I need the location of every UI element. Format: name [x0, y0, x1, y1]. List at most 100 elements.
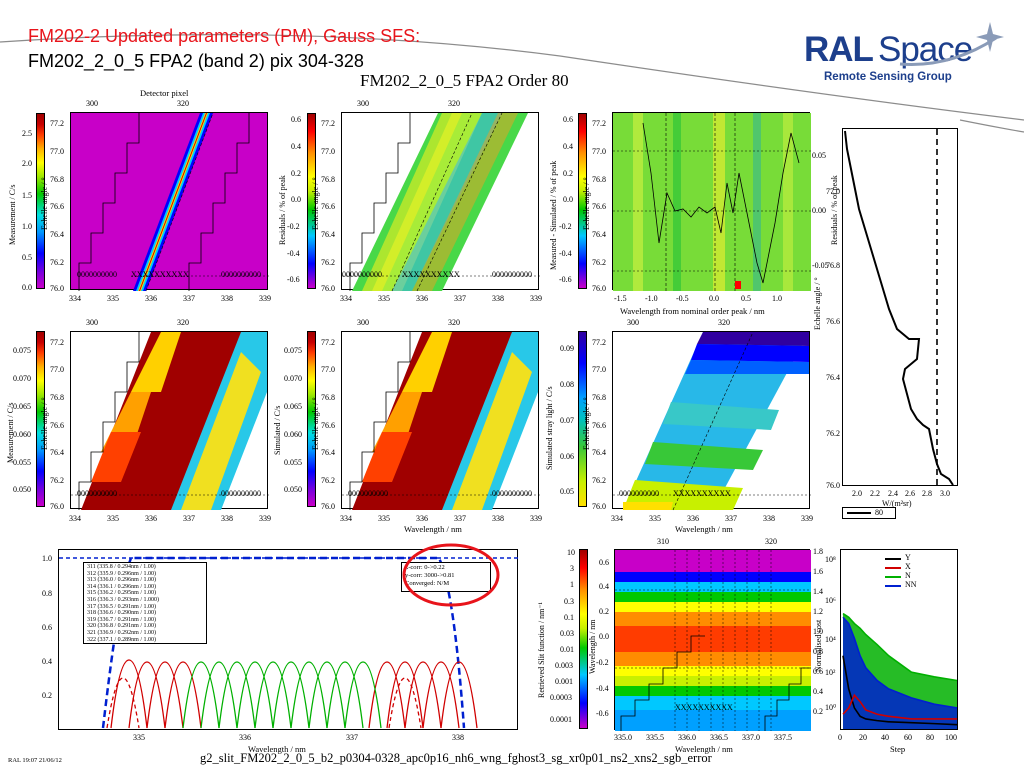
xlabel-w: W/(m²sr): [882, 499, 912, 508]
title-red: FM202-2 Updated parameters (PM), Gauss S…: [28, 26, 421, 46]
tick: 77.0: [592, 147, 606, 156]
logo-subtitle: Remote Sensing Group: [824, 71, 952, 83]
tick: 336: [145, 514, 157, 523]
xlabel-nominal: Wavelength from nominal order peak / nm: [620, 306, 765, 316]
tick: 10⁶: [825, 596, 836, 605]
tick: 77.0: [826, 187, 840, 196]
tick: 338: [452, 733, 464, 742]
tick: 339: [530, 514, 542, 523]
tick: 334: [340, 514, 352, 523]
legend-label-nn: NN: [905, 580, 917, 589]
slit-legend: 311 (335.8 / 0.294nm / 1.00) 312 (335.9 …: [83, 562, 207, 644]
ones-a2: 0000000000: [221, 270, 261, 279]
colorbar-simulated: [307, 331, 316, 507]
tick: 0.4: [813, 687, 823, 696]
ones-f1: 0000000000: [619, 489, 659, 498]
tick: 0.0: [599, 632, 609, 641]
tick: 338: [492, 514, 504, 523]
tick: 0.1: [564, 613, 574, 622]
tick: -0.2: [287, 222, 300, 231]
xlabel-wavelength-slit: Wavelength / nm: [248, 744, 306, 754]
tick: -0.6: [596, 709, 609, 718]
tick: 0.070: [284, 374, 302, 383]
tick: 76.8: [321, 393, 335, 402]
tick: 0.065: [284, 402, 302, 411]
ral-space-logo: RAL Space Remote Sensing Group: [800, 18, 1010, 83]
xlabel-wavelength-f: Wavelength / nm: [675, 524, 733, 534]
tick: 76.6: [592, 202, 606, 211]
tick: 80: [926, 733, 934, 742]
tick: 76.0: [321, 284, 335, 293]
xlabel-wavelength-retr: Wavelength / nm: [675, 744, 733, 754]
tick: 0.2: [599, 607, 609, 616]
slit-green-curves: [182, 661, 382, 729]
ones-b2: 0000000000: [492, 270, 532, 279]
panel-meas-minus-sim: [612, 112, 811, 291]
tick: 1.0: [772, 294, 782, 303]
tick: 335: [107, 514, 119, 523]
corr-line-0: x-corr: 0->0.22: [405, 564, 445, 571]
tick: 76.8: [50, 175, 64, 184]
colorbar-retrieved: [579, 549, 588, 729]
tick: 0.5: [22, 253, 32, 262]
tick: 339: [801, 514, 813, 523]
tick: 77.2: [321, 119, 335, 128]
tick: 76.0: [826, 481, 840, 490]
tick: 60: [904, 733, 912, 742]
tick: 3.0: [940, 489, 950, 498]
tick: 76.6: [50, 202, 64, 211]
tick: 76.4: [321, 448, 335, 457]
tick: 0.055: [13, 458, 31, 467]
slit-legend-8: 319 (336.7 / 0.291nm / 1.00): [87, 616, 156, 623]
tick: 76.8: [592, 175, 606, 184]
colorbar-stray: [578, 331, 587, 507]
tick: 76.2: [592, 258, 606, 267]
tick: -1.5: [614, 294, 627, 303]
cost-legend-x: X: [885, 563, 951, 572]
tick: 10⁴: [825, 635, 836, 644]
ones-b1: 0000000000: [342, 270, 382, 279]
header-swoosh: [0, 33, 1024, 133]
tick: 76.0: [592, 502, 606, 511]
legend-line-nn: [885, 585, 901, 587]
panel-retrieved: XXXXXXXXXX: [614, 549, 811, 731]
xlabel-wavelength-e: Wavelength / nm: [404, 524, 462, 534]
footer-filename: g2_slit_FM202_2_0_5_b2_p0304-0328_apc0p1…: [200, 751, 712, 765]
tick: 100: [945, 733, 957, 742]
tick: 338: [221, 294, 233, 303]
simulated-heatmap: [342, 332, 540, 510]
px-tick-a320: 320: [177, 99, 189, 108]
slit-legend-6: 317 (336.5 / 0.291nm / 1.00): [87, 603, 156, 610]
tick: 1.2: [813, 607, 823, 616]
slit-legend-0: 311 (335.8 / 0.294nm / 1.00): [87, 564, 156, 570]
corr-line-2: Converged: N/M: [405, 580, 450, 587]
tick: 76.4: [321, 230, 335, 239]
measurement-zoom-heatmap: [71, 332, 269, 510]
tick: 77.0: [592, 365, 606, 374]
px-tick-d320: 320: [177, 318, 189, 327]
tick: 76.4: [592, 230, 606, 239]
tick: 336.5: [710, 733, 728, 742]
tick: -0.05: [812, 261, 829, 270]
slit-legend-2: 313 (336.0 / 0.296nm / 1.00): [87, 577, 156, 584]
tick: 0.075: [13, 346, 31, 355]
panel-slit-functions: 311 (335.8 / 0.294nm / 1.00) 312 (335.9 …: [58, 549, 519, 730]
tick: 2.0: [852, 489, 862, 498]
tick: -0.6: [287, 275, 300, 284]
tick: 1.6: [813, 567, 823, 576]
tick: 0.05: [812, 151, 826, 160]
tick: 76.6: [592, 421, 606, 430]
tick: 339: [259, 514, 271, 523]
legend-line-n: [885, 576, 901, 578]
tick: 337: [346, 733, 358, 742]
cost-series-y: [842, 655, 958, 726]
tick: 76.0: [50, 284, 64, 293]
tick: 76.8: [50, 393, 64, 402]
tick: 0.6: [291, 115, 301, 124]
tick: 0.070: [13, 374, 31, 383]
xlabel-step: Step: [890, 744, 906, 754]
tick: 335: [378, 294, 390, 303]
tick: 2.4: [888, 489, 898, 498]
tick: 0.01: [560, 645, 574, 654]
